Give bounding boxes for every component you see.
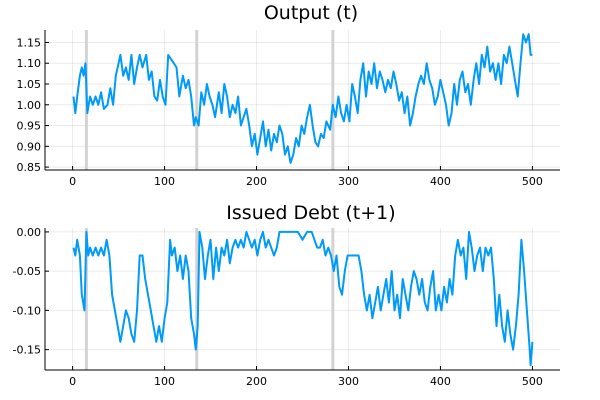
output-y-tick-label: 0.85 [17, 161, 42, 174]
output-x-tick-label: 200 [246, 175, 267, 188]
issued-debt-y-tick-label: -0.10 [13, 304, 41, 317]
output-x-tick-label: 500 [522, 175, 543, 188]
issued-debt-x-tick-label: 400 [430, 375, 451, 388]
output-y-tick-label: 1.05 [17, 78, 42, 91]
issued-debt-x-tick-label: 0 [69, 375, 76, 388]
output-panel: Output (t) 0 100 200 300 400 500 0.85 0.90 0.95 1… [17, 2, 560, 188]
issued-debt-y-tick-label: -0.05 [13, 265, 41, 278]
output-chart-title: Output (t) [264, 2, 358, 24]
issued-debt-series-line [72, 230, 534, 367]
output-y-tick-label: 1.15 [17, 36, 42, 49]
output-series-line [72, 33, 533, 164]
output-x-tick-label: 300 [338, 175, 359, 188]
issued-debt-x-tick-label: 300 [338, 375, 359, 388]
output-y-tick-label: 1.00 [17, 99, 42, 112]
issued-debt-x-tick-label: 200 [246, 375, 267, 388]
issued-debt-panel: Issued Debt (t+1) 0 100 200 300 400 500 -0.15 -… [13, 202, 560, 388]
output-y-tick-label: 1.10 [17, 57, 42, 70]
output-y-tick-label: 0.95 [17, 120, 42, 133]
output-x-tick-label: 0 [69, 175, 76, 188]
issued-debt-x-tick-label: 100 [154, 375, 175, 388]
output-x-tick-label: 100 [154, 175, 175, 188]
issued-debt-x-tick-label: 500 [522, 375, 543, 388]
output-x-tick-label: 400 [430, 175, 451, 188]
issued-debt-y-tick-label: 0.00 [17, 226, 42, 239]
output-y-tick-label: 0.90 [17, 140, 42, 153]
issued-debt-y-tick-label: -0.15 [13, 344, 41, 357]
issued-debt-chart-title: Issued Debt (t+1) [226, 202, 395, 224]
